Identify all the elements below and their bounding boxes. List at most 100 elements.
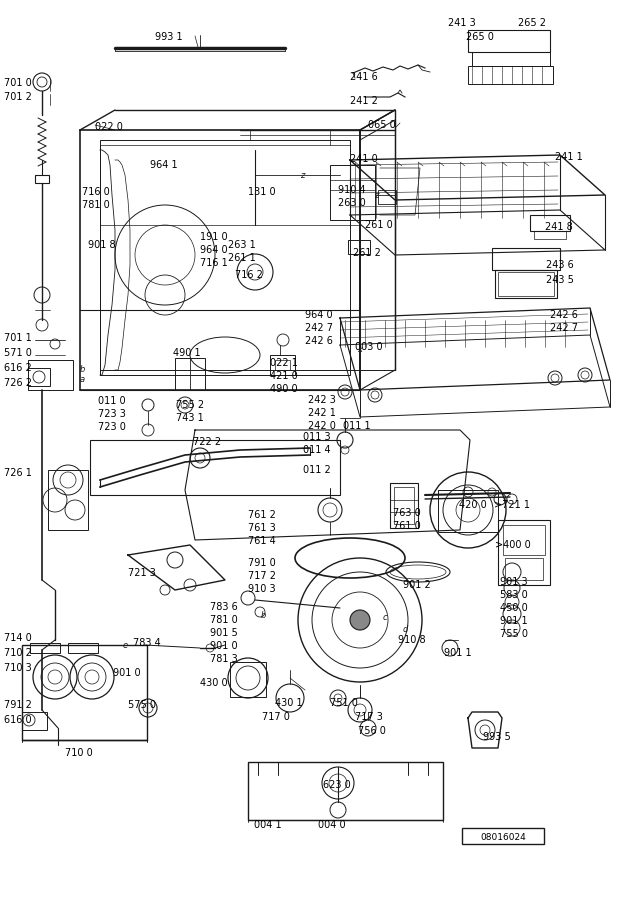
Text: 755 2: 755 2 [176, 400, 204, 410]
Text: 716 0: 716 0 [82, 187, 110, 197]
Text: 701 2: 701 2 [4, 92, 32, 102]
Text: 616 2: 616 2 [4, 363, 32, 373]
Text: 421 0: 421 0 [270, 371, 298, 381]
Text: b: b [260, 610, 266, 619]
Bar [390, 483, 418, 528]
Text: 243 6: 243 6 [546, 260, 574, 270]
Bar [90, 440, 340, 495]
Text: 571 0: 571 0 [4, 348, 32, 358]
Text: 420 0: 420 0 [459, 500, 487, 510]
Text: 191 0: 191 0 [200, 232, 228, 242]
Text: 964 0: 964 0 [305, 310, 332, 320]
Text: 721 3: 721 3 [128, 568, 156, 578]
Text: 241 2: 241 2 [350, 96, 378, 106]
Text: x: x [358, 346, 363, 354]
Text: 723 3: 723 3 [98, 409, 126, 419]
Text: 242 1: 242 1 [308, 408, 336, 418]
Text: >400 0: >400 0 [495, 540, 531, 550]
Text: 781 0: 781 0 [82, 200, 110, 210]
Text: 022 0: 022 0 [95, 122, 123, 132]
Text: 022 1: 022 1 [270, 358, 298, 368]
Bar [30, 643, 60, 653]
Text: 743 1: 743 1 [176, 413, 204, 423]
Text: 993 1: 993 1 [155, 32, 183, 42]
Bar [48, 470, 88, 530]
Text: 783 4: 783 4 [133, 638, 161, 648]
Circle shape [350, 610, 370, 630]
Text: 901 0: 901 0 [113, 668, 141, 678]
Text: 726 2: 726 2 [4, 378, 32, 388]
Text: 717 3: 717 3 [355, 712, 383, 722]
Text: 716 2: 716 2 [235, 270, 263, 280]
Text: z: z [300, 170, 304, 179]
Text: 011 0: 011 0 [98, 396, 126, 406]
Text: 241 3: 241 3 [448, 18, 476, 28]
Bar [505, 558, 543, 580]
Text: 242 3: 242 3 [308, 395, 336, 405]
Text: 263 0: 263 0 [338, 198, 366, 208]
Text: 490 0: 490 0 [270, 384, 298, 394]
Text: 910 3: 910 3 [248, 584, 276, 594]
Text: 755 0: 755 0 [500, 629, 528, 639]
Text: 710 3: 710 3 [4, 663, 32, 673]
Text: 004 1: 004 1 [254, 820, 281, 830]
Text: 901 3: 901 3 [500, 577, 528, 587]
Bar [472, 52, 550, 66]
Text: 011 3: 011 3 [303, 432, 330, 442]
Text: 430 1: 430 1 [275, 698, 303, 708]
Bar [22, 645, 147, 740]
Bar [230, 662, 266, 697]
Text: 08016024: 08016024 [480, 833, 526, 842]
Bar [275, 360, 290, 370]
Text: 003 0: 003 0 [355, 342, 383, 352]
Text: 791 0: 791 0 [248, 558, 276, 568]
Bar [248, 762, 443, 820]
Bar [22, 712, 47, 730]
Bar [438, 490, 498, 532]
Text: 901 5: 901 5 [210, 628, 237, 638]
Text: 723 0: 723 0 [98, 422, 126, 432]
Text: 065 0: 065 0 [368, 120, 396, 130]
Text: 575 0: 575 0 [128, 700, 156, 710]
Text: 717 0: 717 0 [262, 712, 290, 722]
Bar [462, 828, 544, 844]
Text: 714 0: 714 0 [4, 633, 32, 643]
Text: 265 2: 265 2 [518, 18, 546, 28]
Bar [330, 165, 375, 220]
Text: 701 1: 701 1 [4, 333, 32, 343]
Bar [378, 190, 396, 204]
Text: 004 0: 004 0 [318, 820, 345, 830]
Bar [530, 215, 570, 231]
Text: 726 1: 726 1 [4, 468, 32, 478]
Text: 781 0: 781 0 [210, 615, 237, 625]
Text: 901 1: 901 1 [500, 616, 528, 626]
Text: 261 2: 261 2 [353, 248, 381, 258]
Text: 761 4: 761 4 [248, 536, 276, 546]
Bar [100, 140, 350, 375]
Text: 242 7: 242 7 [305, 323, 333, 333]
Text: 901 8: 901 8 [88, 240, 115, 250]
Bar [503, 525, 545, 555]
Text: b: b [79, 365, 85, 374]
Text: 783 6: 783 6 [210, 602, 237, 612]
Bar [498, 272, 554, 296]
Text: z: z [374, 190, 378, 199]
Text: 910 4: 910 4 [338, 185, 366, 195]
Text: 756 0: 756 0 [358, 726, 386, 736]
Bar [492, 248, 560, 270]
Text: e: e [122, 641, 128, 651]
Text: 011 1: 011 1 [343, 421, 371, 431]
Text: 011 4: 011 4 [303, 445, 330, 455]
Bar [394, 487, 414, 524]
Text: 241 8: 241 8 [545, 222, 573, 232]
Text: 265 0: 265 0 [466, 32, 494, 42]
Text: a: a [79, 375, 84, 384]
Text: 242 6: 242 6 [305, 336, 333, 346]
Text: 964 0: 964 0 [200, 245, 228, 255]
Text: 243 5: 243 5 [546, 275, 574, 285]
Text: 450 0: 450 0 [500, 603, 528, 613]
Bar [28, 360, 73, 390]
Text: 716 1: 716 1 [200, 258, 228, 268]
Bar [348, 240, 370, 254]
Text: 701 0: 701 0 [4, 78, 32, 88]
